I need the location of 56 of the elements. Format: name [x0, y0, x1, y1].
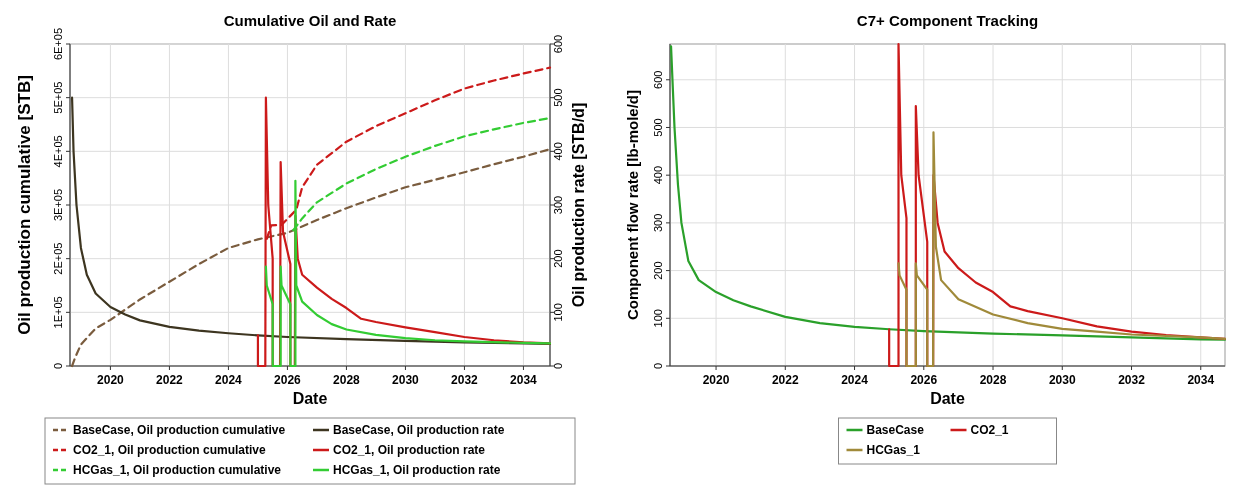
x-tick-label: 2020 — [97, 373, 125, 387]
y2-tick-label: 300 — [552, 195, 564, 215]
y2-axis-title: Oil production rate [STB/d] — [570, 102, 587, 308]
legend-label: CO2_1, Oil production cumulative — [73, 443, 267, 457]
x-tick-label: 2030 — [1048, 373, 1076, 387]
y-tick-label: 4E+05 — [52, 135, 64, 168]
legend-label: CO2_1, Oil production rate — [333, 443, 486, 457]
x-tick-label: 2030 — [392, 373, 420, 387]
y2-tick-label: 0 — [552, 362, 564, 370]
y-axis-title: Component flow rate [lb-mole/d] — [624, 90, 641, 320]
y2-tick-label: 100 — [552, 303, 564, 322]
legend-label: BaseCase, Oil production cumulative — [73, 423, 286, 437]
line-series — [897, 131, 1227, 368]
y-axis-title: Oil production cumulative [STB] — [15, 75, 34, 335]
y-tick-label: 0 — [652, 362, 664, 370]
y-tick-label: 6E+05 — [52, 27, 64, 61]
y-tick-label: 1E+05 — [52, 296, 64, 329]
x-tick-label: 2032 — [451, 373, 479, 387]
legend-label: CO2_1 — [970, 423, 1009, 437]
x-axis-title: Date — [292, 390, 328, 407]
legend-label: BaseCase — [866, 423, 925, 437]
x-tick-label: 2022 — [156, 373, 184, 387]
x-tick-label: 2028 — [333, 373, 361, 387]
legend-label: HCGas_1, Oil production cumulative — [73, 463, 282, 477]
legend-label: HCGas_1, Oil production rate — [333, 463, 501, 477]
x-tick-label: 2032 — [1118, 373, 1146, 387]
x-tick-label: 2034 — [1187, 373, 1215, 387]
chart-title: Cumulative Oil and Rate — [223, 12, 397, 29]
y2-tick-label: 500 — [552, 88, 564, 107]
y-tick-label: 3E+05 — [52, 188, 64, 222]
x-tick-label: 2026 — [274, 373, 302, 387]
y2-tick-label: 200 — [552, 249, 564, 268]
y-tick-label: 600 — [652, 70, 664, 89]
x-tick-label: 2024 — [215, 373, 243, 387]
x-axis-title: Date — [930, 390, 965, 407]
y-tick-label: 400 — [652, 166, 664, 185]
y-tick-label: 500 — [652, 118, 664, 137]
x-tick-label: 2020 — [702, 373, 730, 387]
legend-label: BaseCase, Oil production rate — [333, 423, 505, 437]
x-tick-label: 2028 — [979, 373, 1007, 387]
line-series — [669, 45, 1227, 341]
x-tick-label: 2024 — [841, 373, 869, 387]
y-tick-label: 5E+05 — [52, 81, 64, 114]
line-series — [70, 96, 552, 346]
y-tick-label: 2E+05 — [52, 242, 64, 275]
x-tick-label: 2034 — [510, 373, 538, 387]
y-tick-label: 300 — [652, 213, 664, 233]
y-tick-label: 100 — [652, 309, 664, 328]
x-tick-label: 2026 — [910, 373, 938, 387]
y2-tick-label: 600 — [552, 34, 564, 54]
y-tick-label: 200 — [652, 261, 664, 280]
y-tick-label: 0 — [52, 362, 64, 370]
chart-title: C7+ Component Tracking — [856, 12, 1039, 29]
legend-label: HCGas_1 — [866, 443, 921, 457]
y2-tick-label: 400 — [552, 142, 564, 161]
x-tick-label: 2022 — [771, 373, 799, 387]
